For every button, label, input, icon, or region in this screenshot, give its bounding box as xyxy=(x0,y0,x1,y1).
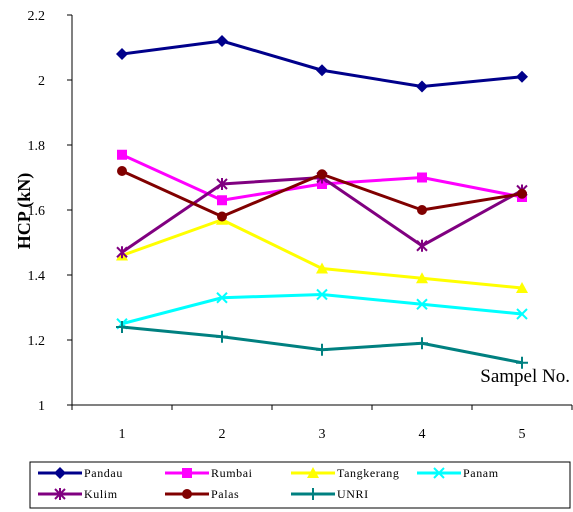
data-point-rumbai xyxy=(217,195,227,206)
data-point-unri xyxy=(116,321,128,333)
y-tick-label: 1.6 xyxy=(28,204,46,219)
legend: Pandau Rumbai Tangkerang Panam Kulim Palas UNR… xyxy=(38,466,499,501)
x-axis: 1 2 3 4 5 xyxy=(71,404,573,442)
plot-series xyxy=(116,35,528,369)
legend-label: Palas xyxy=(211,487,239,501)
series-line-panam xyxy=(121,293,523,326)
data-point-palas xyxy=(117,166,127,176)
legend-label: Panam xyxy=(463,466,499,480)
data-point-kulim xyxy=(216,178,228,190)
y-tick-label: 2 xyxy=(38,74,45,89)
data-point-tangkerang xyxy=(516,282,528,293)
y-axis: 1 1.2 1.4 1.6 1.8 2 2.2 xyxy=(28,9,73,414)
legend-marker-panam xyxy=(433,467,445,479)
legend-box xyxy=(29,461,571,509)
x-tick-label: 1 xyxy=(119,427,126,442)
data-point-unri xyxy=(416,337,428,350)
data-point-tangkerang xyxy=(316,262,328,274)
data-point-palas xyxy=(417,205,427,215)
data-point-unri xyxy=(316,343,328,356)
legend-label: UNRI xyxy=(337,487,369,501)
data-point-pandau xyxy=(316,64,328,77)
legend-label: Rumbai xyxy=(211,466,253,480)
legend-item-panam: Panam xyxy=(417,466,499,480)
series-line-tangkerang xyxy=(121,218,523,290)
data-point-pandau xyxy=(216,35,228,47)
y-tick-label: 1.8 xyxy=(28,139,46,154)
annotation-sampel-no: Sampel No. xyxy=(480,366,570,387)
data-point-pandau xyxy=(516,70,528,83)
x-tick-label: 2 xyxy=(219,427,226,442)
legend-item-kulim: Kulim xyxy=(38,487,118,501)
legend-marker-unri xyxy=(307,488,319,500)
legend-label: Pandau xyxy=(84,466,123,480)
y-tick-label: 1 xyxy=(38,399,45,414)
y-axis-title: HCP (kN) xyxy=(14,173,35,250)
data-point-rumbai xyxy=(417,172,427,183)
legend-item-unri: UNRI xyxy=(291,487,369,501)
y-tick-label: 2.2 xyxy=(28,9,46,24)
legend-marker-kulim xyxy=(54,488,66,500)
y-tick-label: 1.2 xyxy=(28,334,46,349)
data-point-kulim xyxy=(416,239,428,252)
data-point-rumbai xyxy=(117,149,127,160)
data-point-panam xyxy=(316,288,328,301)
legend-label: Tangkerang xyxy=(337,466,399,480)
legend-marker-rumbai xyxy=(182,468,192,478)
data-point-palas xyxy=(217,211,227,222)
series-pandau xyxy=(116,35,528,93)
legend-item-palas: Palas xyxy=(165,487,239,501)
data-point-palas xyxy=(517,188,527,199)
data-point-unri xyxy=(216,330,228,343)
data-point-rumbai xyxy=(317,179,327,189)
x-tick-label: 5 xyxy=(519,427,526,442)
data-point-panam xyxy=(416,298,428,310)
series-panam xyxy=(116,288,528,330)
legend-item-rumbai: Rumbai xyxy=(165,466,253,480)
series-unri xyxy=(116,321,528,369)
legend-item-pandau: Pandau xyxy=(38,466,123,480)
data-point-kulim xyxy=(116,246,128,259)
series-palas xyxy=(117,166,527,222)
legend-item-tangkerang: Tangkerang xyxy=(291,466,399,480)
data-point-pandau xyxy=(416,80,428,93)
data-point-tangkerang xyxy=(416,272,428,284)
legend-marker-tangkerang xyxy=(307,467,319,478)
series-tangkerang xyxy=(116,213,528,293)
series-line-pandau xyxy=(121,39,523,88)
data-point-panam xyxy=(216,292,228,304)
y-tick-label: 1.4 xyxy=(28,269,46,284)
x-tick-label: 4 xyxy=(419,427,426,442)
legend-marker-pandau xyxy=(54,467,66,479)
data-point-pandau xyxy=(116,48,128,60)
data-point-panam xyxy=(516,308,528,320)
legend-marker-palas xyxy=(182,489,192,499)
data-point-unri xyxy=(516,356,528,369)
legend-label: Kulim xyxy=(84,487,118,501)
data-point-palas xyxy=(317,169,327,180)
x-tick-label: 3 xyxy=(319,427,326,442)
